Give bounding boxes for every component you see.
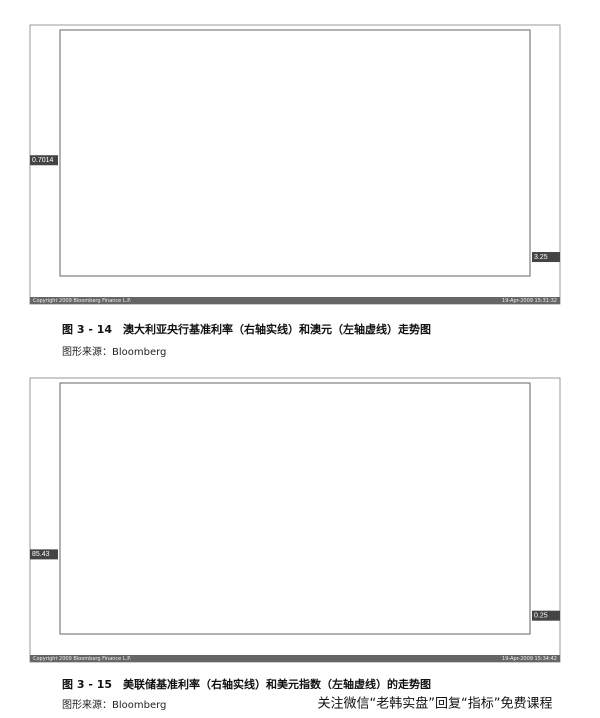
badge-box: [532, 252, 560, 263]
badge-box: [30, 549, 58, 560]
chart-frame: [29, 24, 561, 305]
badge-label: 0.25: [534, 613, 548, 620]
figure-caption: 图 3 - 14 澳大利亚央行基准利率（右轴实线）和澳元（左轴虚线）走势图: [62, 322, 431, 336]
badge-box: [30, 155, 58, 166]
watermark: 关注微信“老韩实盘”回复“指标”免费课程: [318, 696, 553, 712]
value-badge: 0.25: [532, 610, 560, 621]
value-badge: 0.7014: [30, 155, 58, 166]
copyright: Copyright 2009 Bloomberg Finance L.P.: [33, 298, 131, 304]
figure-source: 图形来源：Bloomberg: [62, 698, 166, 711]
value-badge: 3.25: [532, 252, 560, 263]
plot-frame: [59, 29, 531, 277]
figure-caption: 图 3 - 15 美联储基准利率（右轴实线）和美元指数（左轴虚线）的走势图: [62, 677, 431, 691]
timestamp: 19-Apr-2009 15:31:32: [502, 298, 557, 304]
badge-label: 0.7014: [32, 157, 54, 164]
badge-label: 3.25: [534, 254, 548, 261]
badge-box: [532, 610, 560, 621]
copyright-bar: [30, 297, 560, 304]
value-badge: 85.43: [30, 549, 58, 560]
copyright: Copyright 2009 Bloomberg Finance L.P.: [33, 656, 131, 662]
watermark-box: [270, 689, 600, 718]
plot-frame: [59, 382, 531, 635]
figure-source: 图形来源：Bloomberg: [62, 345, 166, 358]
timestamp: 19-Apr-2009 15:34:42: [502, 656, 557, 662]
badge-label: 85.43: [32, 551, 50, 558]
chart-frame: [29, 377, 561, 663]
copyright-bar: [30, 655, 560, 662]
